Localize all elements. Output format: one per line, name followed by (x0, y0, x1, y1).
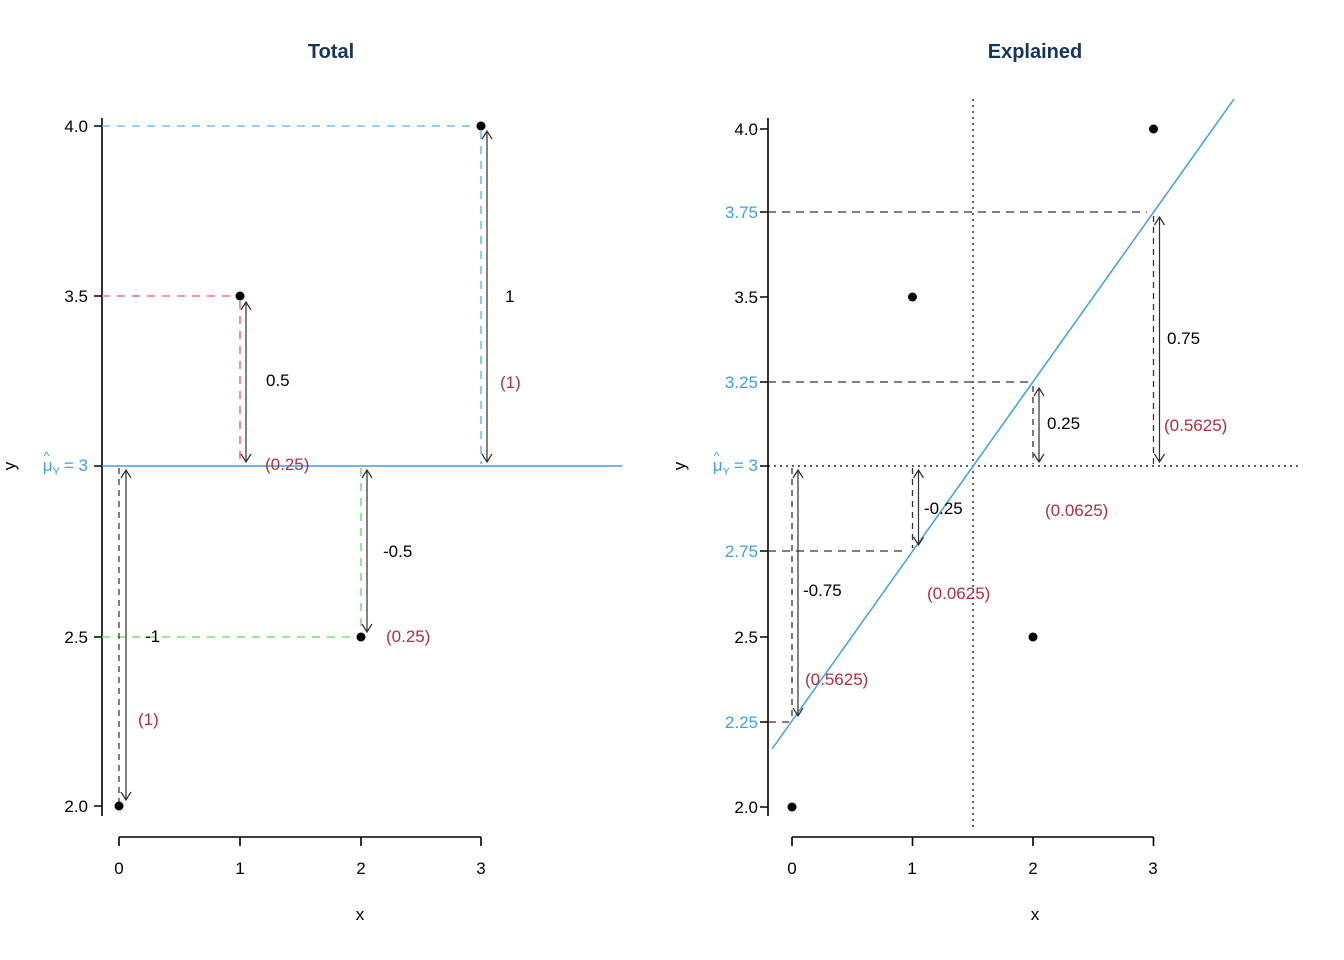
left-mean-label: ^ μY = 3 (18, 449, 88, 478)
right-ytick-2-0: 2.0 (734, 798, 758, 817)
left-sq-label-x0: (1) (138, 710, 159, 729)
mu-symbol: ^ μ (43, 449, 53, 477)
left-xtick-0: 0 (114, 859, 123, 878)
right-ytick-3-5: 3.5 (734, 288, 758, 307)
right-dev-label-x3: 0.75 (1167, 329, 1200, 348)
left-guide-pink-dashed (102, 295, 241, 464)
data-point (1028, 632, 1038, 642)
right-xaxis-label: x (1031, 905, 1040, 924)
right-arrow-x0 (792, 468, 804, 718)
right-regression-line (771, 98, 1235, 750)
left-data-points (114, 121, 486, 811)
data-point (114, 801, 124, 811)
right-sq-label-x1: (0.0625) (927, 584, 990, 603)
hat-accent: ^ (43, 449, 50, 463)
left-xtick-1: 1 (235, 859, 244, 878)
mean-equals-value: = 3 (63, 456, 88, 475)
right-dev-label-x0: -0.75 (803, 581, 842, 600)
left-plot: Total 4.0 3.5 2.5 2.0 0 1 2 3 x (64, 41, 622, 924)
data-point (908, 292, 917, 302)
right-ytick-2-25: 2.25 (725, 713, 758, 732)
left-y-axis (94, 118, 103, 816)
mu-subscript: Y (52, 466, 60, 478)
left-ytick-4-0: 4.0 (64, 117, 88, 136)
left-sq-label-x2: (0.25) (386, 627, 430, 646)
right-sq-label-x0: (0.5625) (805, 670, 868, 689)
right-xtick-2: 2 (1028, 859, 1037, 878)
left-yaxis-label: y (0, 461, 19, 471)
left-xtick-3: 3 (476, 859, 485, 878)
left-ytick-2-0: 2.0 (64, 797, 88, 816)
left-dev-label-x1: 0.5 (266, 371, 290, 390)
right-xtick-0: 0 (787, 859, 796, 878)
left-title: Total (308, 41, 354, 63)
mu-symbol: ^ μ (713, 449, 723, 477)
mu-subscript: Y (722, 466, 730, 478)
right-ytick-4-0: 4.0 (734, 120, 758, 139)
right-mean-label: ^ μY = 3 (688, 449, 758, 478)
data-point (356, 632, 366, 642)
left-guide-blue-dashed (102, 125, 482, 464)
left-sq-label-x1: (0.25) (265, 455, 309, 474)
right-sq-label-x2: (0.0625) (1045, 501, 1108, 520)
left-guide-green-dashed (102, 468, 362, 638)
left-xaxis-label: x (356, 905, 365, 924)
left-arrow-x1 (240, 300, 252, 464)
right-ytick-3-25: 3.25 (725, 373, 758, 392)
left-x-axis (118, 836, 482, 846)
left-dev-label-x0: -1 (145, 627, 160, 646)
right-dev-label-x1: -0.25 (924, 499, 963, 518)
right-arrow-x2 (1033, 386, 1045, 464)
data-point (476, 121, 486, 131)
right-title: Explained (988, 41, 1082, 63)
right-x-axis (791, 836, 1155, 846)
hat-accent: ^ (713, 449, 720, 463)
right-ytick-2-5: 2.5 (734, 628, 758, 647)
left-deviation-arrows (120, 129, 493, 802)
left-xtick-2: 2 (356, 859, 365, 878)
left-sq-label-x3: (1) (500, 373, 521, 392)
right-xtick-1: 1 (907, 859, 916, 878)
data-point (787, 802, 797, 812)
left-arrow-x3 (481, 129, 493, 464)
right-arrow-x3 (1153, 215, 1166, 464)
right-xtick-3: 3 (1148, 859, 1157, 878)
right-sq-label-x3: (0.5625) (1164, 416, 1227, 435)
right-plot: Explained 4.0 3.75 3.5 3.25 2.75 2.5 2.2… (725, 41, 1298, 924)
left-ytick-2-5: 2.5 (64, 628, 88, 647)
right-yaxis-label: y (670, 461, 689, 471)
left-ytick-3-5: 3.5 (64, 287, 88, 306)
right-data-points (787, 124, 1158, 812)
right-dev-label-x2: 0.25 (1047, 414, 1080, 433)
left-dev-label-x2: -0.5 (383, 542, 412, 561)
right-ytick-2-75: 2.75 (725, 542, 758, 561)
left-dev-label-x3: 1 (505, 287, 514, 306)
left-arrow-x0 (120, 468, 132, 802)
right-arrow-x1 (912, 468, 925, 547)
data-point (235, 291, 245, 301)
data-point (1149, 124, 1158, 134)
right-dashed-verticals (791, 216, 1155, 719)
left-arrow-x2 (361, 468, 373, 634)
mean-equals-value: = 3 (733, 456, 758, 475)
right-deviation-arrows (792, 215, 1166, 718)
right-ytick-3-75: 3.75 (725, 203, 758, 222)
right-y-axis (760, 118, 769, 816)
right-fitted-guides (768, 211, 1147, 723)
